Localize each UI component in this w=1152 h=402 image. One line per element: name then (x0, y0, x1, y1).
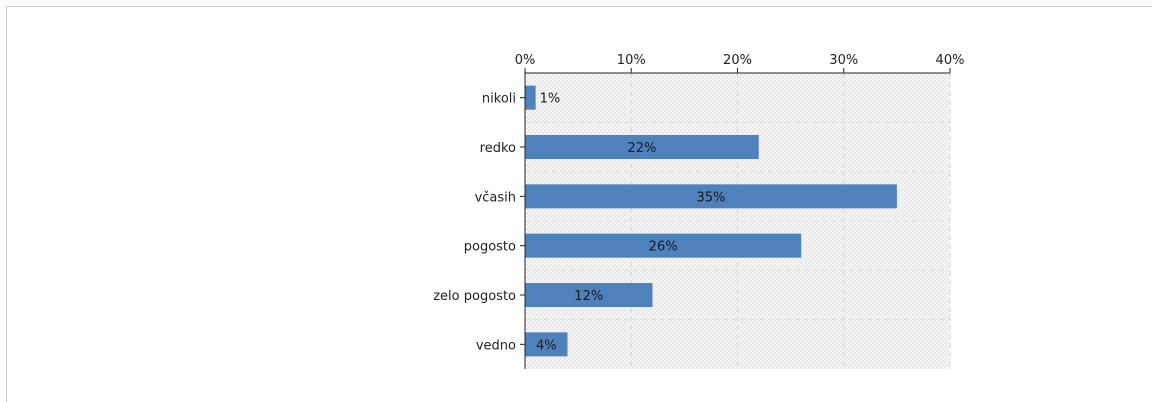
data-label: 22% (627, 141, 656, 156)
data-label: 12% (574, 289, 603, 304)
x-tick-label: 0% (515, 53, 536, 68)
gridlines (525, 73, 951, 369)
bar (525, 184, 897, 209)
bar (525, 135, 759, 159)
chart-frame (6, 6, 1152, 402)
category-label: zelo pogosto (433, 289, 516, 304)
labels: 0% 10% 20% 30% 40% nikoli 1% redko 22% včasih 35% p… (433, 53, 964, 353)
bar (525, 283, 653, 307)
axes (520, 68, 951, 369)
bar (525, 332, 568, 357)
x-tick-label: 40% (936, 53, 965, 68)
bar (525, 233, 802, 258)
category-label: nikoli (482, 92, 516, 107)
x-tick-label: 30% (829, 53, 858, 68)
data-label: 1% (540, 92, 561, 107)
category-label: včasih (475, 190, 516, 205)
bar (525, 85, 536, 110)
category-label: redko (480, 141, 516, 156)
data-label: 35% (696, 190, 725, 205)
x-tick-label: 10% (617, 53, 646, 68)
category-label: pogosto (464, 240, 516, 255)
x-tick-label: 20% (723, 53, 752, 68)
bars (525, 85, 897, 357)
data-label: 4% (536, 338, 557, 353)
data-label: 26% (649, 240, 678, 255)
category-label: vedno (476, 338, 516, 353)
